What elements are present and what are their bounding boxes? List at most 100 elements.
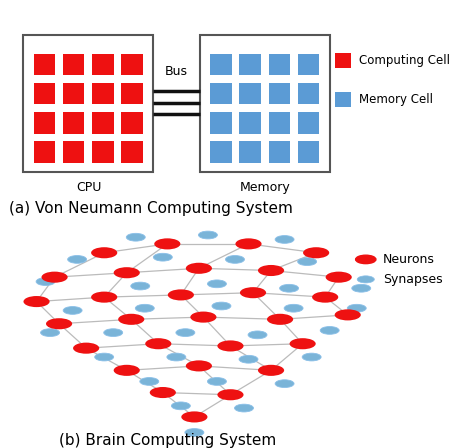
Bar <box>239 54 261 75</box>
Bar <box>298 112 319 134</box>
Bar <box>298 83 319 104</box>
Ellipse shape <box>240 287 266 298</box>
Ellipse shape <box>239 355 258 363</box>
Ellipse shape <box>114 267 140 278</box>
Ellipse shape <box>154 238 181 250</box>
Ellipse shape <box>275 236 294 243</box>
Bar <box>210 83 231 104</box>
Bar <box>210 112 231 134</box>
Bar <box>92 112 114 134</box>
Bar <box>34 112 55 134</box>
Ellipse shape <box>298 258 317 266</box>
Ellipse shape <box>312 292 338 303</box>
Bar <box>269 112 290 134</box>
Ellipse shape <box>42 271 68 283</box>
Ellipse shape <box>218 389 244 401</box>
Text: Memory: Memory <box>239 181 291 194</box>
Bar <box>269 83 290 104</box>
Bar <box>34 54 55 75</box>
Ellipse shape <box>168 289 194 301</box>
Text: (a) Von Neumann Computing System: (a) Von Neumann Computing System <box>9 202 293 216</box>
Ellipse shape <box>208 378 227 385</box>
Bar <box>63 142 84 163</box>
Ellipse shape <box>182 411 208 422</box>
Ellipse shape <box>135 304 154 312</box>
Ellipse shape <box>95 353 114 361</box>
Ellipse shape <box>248 331 267 339</box>
Ellipse shape <box>303 247 329 258</box>
Ellipse shape <box>63 306 82 314</box>
Ellipse shape <box>191 311 217 323</box>
Ellipse shape <box>320 327 339 334</box>
Ellipse shape <box>126 233 145 241</box>
Ellipse shape <box>208 280 227 288</box>
Bar <box>335 53 351 68</box>
Ellipse shape <box>104 329 123 336</box>
Ellipse shape <box>267 314 293 325</box>
Ellipse shape <box>199 231 218 239</box>
Text: Bus: Bus <box>165 65 188 78</box>
Ellipse shape <box>235 404 254 412</box>
Ellipse shape <box>258 265 284 276</box>
Ellipse shape <box>226 255 245 263</box>
Bar <box>298 142 319 163</box>
Text: Neurons: Neurons <box>383 253 435 266</box>
Ellipse shape <box>145 338 172 349</box>
Ellipse shape <box>284 304 303 312</box>
Ellipse shape <box>68 255 87 263</box>
Ellipse shape <box>280 284 299 292</box>
Text: (b) Brain Computing System: (b) Brain Computing System <box>59 433 276 448</box>
Text: Memory Cell: Memory Cell <box>359 93 433 106</box>
Bar <box>239 112 261 134</box>
Bar <box>210 142 231 163</box>
Bar <box>34 142 55 163</box>
Ellipse shape <box>114 365 140 376</box>
Bar <box>92 142 114 163</box>
Ellipse shape <box>186 360 212 371</box>
Ellipse shape <box>326 271 352 283</box>
Ellipse shape <box>150 387 176 398</box>
Ellipse shape <box>118 314 144 325</box>
Ellipse shape <box>46 318 72 329</box>
Ellipse shape <box>275 380 294 388</box>
Ellipse shape <box>290 338 316 349</box>
Ellipse shape <box>91 247 117 258</box>
Bar <box>63 112 84 134</box>
Bar <box>210 54 231 75</box>
Ellipse shape <box>41 329 60 336</box>
Ellipse shape <box>218 340 244 352</box>
Bar <box>239 83 261 104</box>
Bar <box>269 142 290 163</box>
Bar <box>63 54 84 75</box>
Ellipse shape <box>186 263 212 274</box>
Text: Synapses: Synapses <box>383 273 443 286</box>
Bar <box>121 54 143 75</box>
Bar <box>200 35 330 172</box>
Bar <box>298 54 319 75</box>
Bar <box>239 142 261 163</box>
Bar <box>269 54 290 75</box>
Bar <box>63 83 84 104</box>
Bar <box>92 83 114 104</box>
Ellipse shape <box>302 353 321 361</box>
Ellipse shape <box>356 255 376 263</box>
Ellipse shape <box>167 353 186 361</box>
Bar <box>121 112 143 134</box>
Ellipse shape <box>347 304 366 312</box>
Ellipse shape <box>172 402 191 410</box>
Bar <box>92 54 114 75</box>
Ellipse shape <box>140 378 159 385</box>
Ellipse shape <box>131 282 150 290</box>
Bar <box>34 83 55 104</box>
Bar <box>335 92 351 107</box>
Bar <box>121 83 143 104</box>
Bar <box>23 35 154 172</box>
Text: CPU: CPU <box>76 181 101 194</box>
Ellipse shape <box>357 276 374 283</box>
Ellipse shape <box>258 365 284 376</box>
Ellipse shape <box>352 284 371 292</box>
Ellipse shape <box>176 329 195 336</box>
Ellipse shape <box>91 292 117 303</box>
Bar <box>121 142 143 163</box>
Ellipse shape <box>212 302 231 310</box>
